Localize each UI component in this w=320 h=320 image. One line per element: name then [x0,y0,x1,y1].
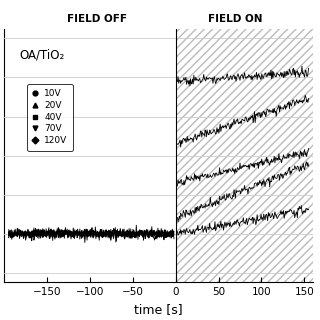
20V [301,165,305,169]
70V [301,101,305,105]
70V [179,145,183,149]
40V [300,150,304,154]
120V [201,78,204,82]
Line: 120V: 120V [177,66,308,86]
120V [211,81,215,85]
Line: 70V: 70V [177,95,308,147]
10V [184,228,188,232]
120V [175,80,179,84]
Line: 10V: 10V [177,205,308,235]
40V [200,174,204,178]
70V [307,97,310,100]
Line: 20V: 20V [177,162,308,222]
40V [175,184,179,188]
20V [176,220,180,224]
70V [303,93,307,97]
10V [176,233,180,237]
120V [183,77,187,81]
10V [300,204,303,207]
120V [301,71,305,75]
70V [211,130,215,134]
20V [184,208,188,212]
40V [210,174,214,178]
20V [211,201,215,204]
40V [183,180,187,183]
X-axis label: time [s]: time [s] [134,303,183,316]
20V [305,160,308,164]
20V [201,206,204,210]
10V [307,208,310,212]
40V [181,181,185,185]
70V [296,100,300,104]
70V [181,136,185,140]
10V [296,206,300,210]
70V [175,142,179,146]
Line: 40V: 40V [177,148,308,186]
20V [181,209,185,212]
20V [307,164,310,168]
120V [300,64,304,68]
120V [188,84,192,88]
10V [175,229,179,233]
Bar [176,29,313,283]
120V [296,73,300,77]
10V [301,209,305,213]
120V [307,67,310,70]
Text: FIELD OFF: FIELD OFF [67,14,127,24]
120V [181,78,185,82]
Text: OA/TiO₂: OA/TiO₂ [20,49,65,62]
70V [184,140,188,144]
10V [201,224,204,228]
20V [296,164,300,168]
Text: FIELD ON: FIELD ON [208,14,263,24]
40V [295,153,299,157]
70V [201,131,204,134]
10V [181,231,185,235]
40V [307,147,310,150]
10V [211,228,215,232]
20V [175,216,179,220]
Legend: 10V, 20V, 40V, 70V, 120V: 10V, 20V, 40V, 70V, 120V [27,84,73,151]
